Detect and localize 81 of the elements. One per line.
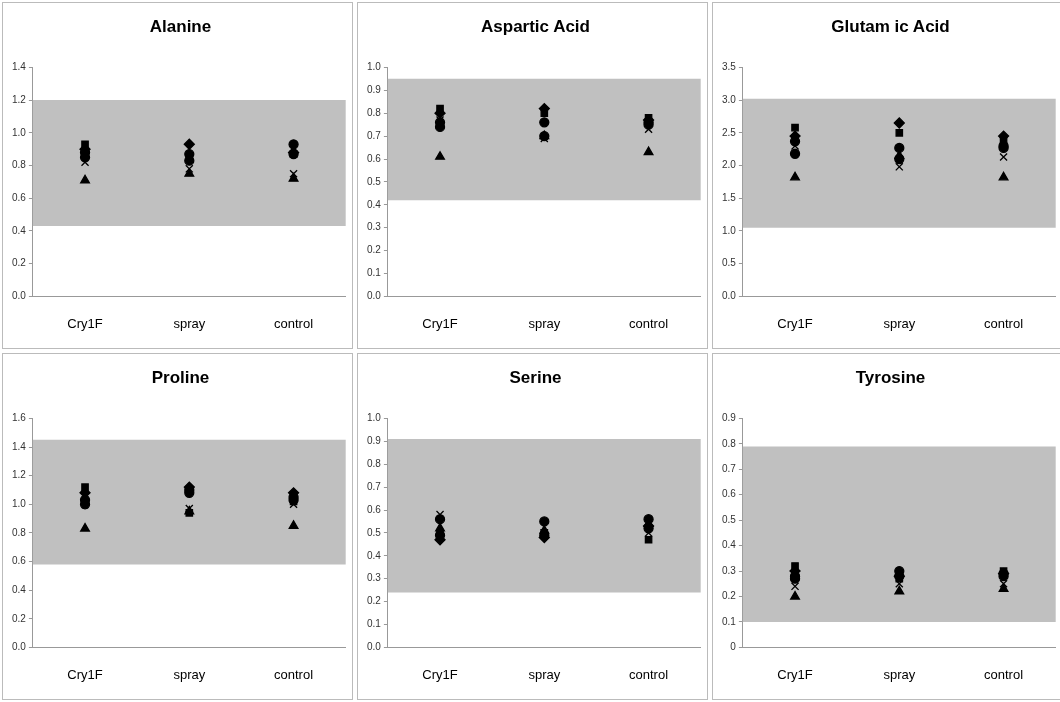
x-tick-label: spray <box>528 315 561 331</box>
y-tick-label: 0.2 <box>367 595 382 607</box>
chart-title: Serine <box>509 367 562 387</box>
chart-title: Alanine <box>149 16 212 36</box>
y-tick-label: 1.0 <box>367 412 382 424</box>
y-tick-label: 0.0 <box>12 641 27 653</box>
y-tick-label: 0.8 <box>367 106 382 118</box>
y-tick-label: 0.5 <box>367 175 382 187</box>
x-tick-label: control <box>629 315 669 331</box>
y-tick-label: 2.5 <box>722 126 737 138</box>
y-tick-label: 0.2 <box>12 257 27 269</box>
x-tick-label: control <box>274 315 314 331</box>
y-tick-label: 1.0 <box>367 61 382 73</box>
y-tick-label: 0.9 <box>367 84 382 96</box>
y-tick-label: 0.8 <box>722 437 737 449</box>
y-tick-label: 0.0 <box>12 290 27 302</box>
y-tick-label: 0.9 <box>367 435 382 447</box>
x-tick-label: Cry1F <box>777 315 813 331</box>
y-tick-label: 0.8 <box>12 159 27 171</box>
y-tick-label: 0.1 <box>367 618 382 630</box>
y-tick-label: 0.4 <box>722 539 737 551</box>
y-tick-label: 0.2 <box>367 244 382 256</box>
x-tick-label: spray <box>173 666 206 682</box>
x-tick-label: spray <box>883 315 916 331</box>
x-tick-label: spray <box>528 666 561 682</box>
y-tick-label: 0.2 <box>722 590 737 602</box>
x-tick-label: control <box>984 666 1024 682</box>
y-tick-label: 0.4 <box>367 198 382 210</box>
y-tick-label: 0.1 <box>722 615 737 627</box>
x-tick-label: Cry1F <box>67 666 103 682</box>
y-tick-label: 1.0 <box>722 224 737 236</box>
y-tick-label: 0.9 <box>722 412 737 424</box>
y-tick-label: 0.6 <box>12 192 27 204</box>
x-tick-label: Cry1F <box>422 666 458 682</box>
y-tick-label: 1.6 <box>12 412 27 424</box>
x-tick-label: Cry1F <box>422 315 458 331</box>
y-tick-label: 1.5 <box>722 192 737 204</box>
y-tick-label: 0.6 <box>12 555 27 567</box>
y-tick-label: 1.0 <box>12 126 27 138</box>
y-tick-label: 0.8 <box>367 457 382 469</box>
y-tick-label: 1.0 <box>12 498 27 510</box>
x-tick-label: control <box>984 315 1024 331</box>
y-tick-label: 0.7 <box>367 129 382 141</box>
y-tick-label: 0.6 <box>367 152 382 164</box>
x-tick-label: spray <box>173 315 206 331</box>
y-tick-label: 0.5 <box>367 526 382 538</box>
y-tick-label: 0.6 <box>722 488 737 500</box>
y-tick-label: 0.0 <box>367 290 382 302</box>
y-tick-label: 0.7 <box>722 463 737 475</box>
y-tick-label: 0.3 <box>722 564 737 576</box>
chart-title: Tyrosine <box>855 367 926 387</box>
chart-title: Aspartic Acid <box>481 16 590 36</box>
y-tick-label: 0.0 <box>722 290 737 302</box>
y-tick-label: 3.0 <box>722 93 737 105</box>
chart-title: Glutam ic Acid <box>831 16 950 36</box>
y-tick-label: 0.3 <box>367 572 382 584</box>
y-tick-label: 0.1 <box>367 267 382 279</box>
x-tick-label: Cry1F <box>67 315 103 331</box>
y-tick-label: 0 <box>730 641 737 653</box>
x-tick-label: spray <box>883 666 916 682</box>
y-tick-label: 3.5 <box>722 61 737 73</box>
y-tick-label: 0.6 <box>367 503 382 515</box>
y-tick-label: 0.7 <box>367 480 382 492</box>
y-tick-label: 0.4 <box>12 583 27 595</box>
y-tick-label: 1.2 <box>12 469 27 481</box>
x-tick-label: control <box>629 666 669 682</box>
x-tick-label: Cry1F <box>777 666 813 682</box>
y-tick-label: 1.4 <box>12 61 27 73</box>
y-tick-label: 0.5 <box>722 257 737 269</box>
y-tick-label: 0.8 <box>12 526 27 538</box>
y-tick-label: 0.4 <box>12 224 27 236</box>
x-tick-label: control <box>274 666 314 682</box>
y-tick-label: 2.0 <box>722 159 737 171</box>
y-tick-label: 0.2 <box>12 612 27 624</box>
chart-title: Proline <box>151 367 210 387</box>
y-tick-label: 0.0 <box>367 641 382 653</box>
y-tick-label: 1.2 <box>12 93 27 105</box>
y-tick-label: 1.4 <box>12 440 27 452</box>
y-tick-label: 0.5 <box>722 513 737 525</box>
y-tick-label: 0.3 <box>367 221 382 233</box>
y-tick-label: 0.4 <box>367 549 382 561</box>
